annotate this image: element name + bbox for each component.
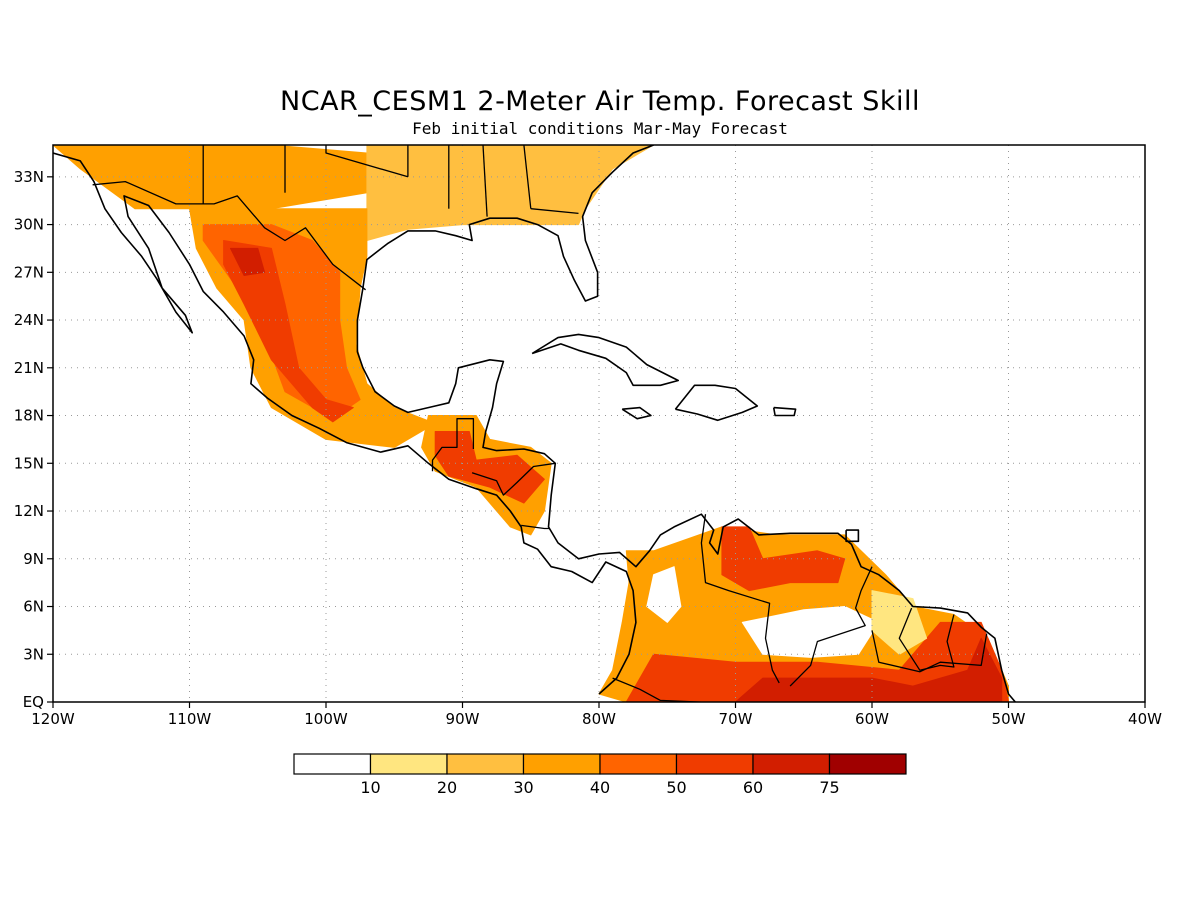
lat-tick-label: 6N <box>23 598 44 616</box>
lon-tick-label: 110W <box>168 710 212 728</box>
skill-region-venezuela-hot <box>721 526 846 592</box>
graticule <box>53 145 1145 702</box>
skill-shading-layer <box>53 145 1009 702</box>
map-title: NCAR_CESM1 2-Meter Air Temp. Forecast Sk… <box>280 86 920 117</box>
legend-label: 10 <box>360 778 380 797</box>
border-us-states-6 <box>523 145 532 209</box>
lon-tick-label: 60W <box>855 710 889 728</box>
skill-region-mexico-hot-2 <box>230 247 266 276</box>
lon-tick-label: 120W <box>31 710 75 728</box>
legend-swatch <box>369 753 448 775</box>
border-colombia-venezuela <box>700 514 780 684</box>
skill-region-white-gap-colombia <box>646 566 682 623</box>
map-subtitle: Feb initial conditions Mar-May Forecast <box>412 119 788 138</box>
lon-tick-label: 90W <box>446 710 480 728</box>
border-venezuela-guyana <box>789 566 873 687</box>
coastline-gulf-coast <box>356 145 1016 702</box>
border-nicaragua-costarica <box>521 524 550 530</box>
map-axes: 120W 110W 100W 90W 80W 70W 60W 50W 40W EQ 3N 6N 9N 12… <box>14 168 1162 728</box>
lat-tick-label: 9N <box>23 550 44 568</box>
border-us-mexico <box>92 180 366 291</box>
lon-tick-label: 70W <box>719 710 753 728</box>
skill-region-white-gap-interior <box>741 606 880 658</box>
lat-tick-label: 18N <box>14 407 44 425</box>
legend-swatch <box>828 753 907 775</box>
legend-label: 30 <box>513 778 533 797</box>
lat-tick-label: 24N <box>14 311 44 329</box>
skill-region-brazil-north-hotter <box>735 637 1003 702</box>
legend-label: 75 <box>819 778 839 797</box>
legend-label: 40 <box>590 778 610 797</box>
coastline-hispaniola <box>674 384 759 422</box>
lat-tick-label: 12N <box>14 502 44 520</box>
lat-tick-label: 27N <box>14 263 44 281</box>
lat-tick-label: 33N <box>14 168 44 186</box>
legend-swatch <box>675 753 754 775</box>
lat-tick-label: 15N <box>14 454 44 472</box>
coastline-puerto-rico <box>772 406 797 417</box>
lon-tick-label: 80W <box>582 710 616 728</box>
lat-tick-label: 30N <box>14 216 44 234</box>
lat-tick-label: 3N <box>23 645 44 663</box>
lon-tick-label: 50W <box>992 710 1026 728</box>
lat-tick-label: EQ <box>23 693 44 711</box>
skill-region-brazil-north-hot <box>625 621 1009 702</box>
coastline-north-america-west <box>53 152 637 695</box>
legend-swatch <box>599 753 678 775</box>
skill-region-southern-us-east <box>366 145 655 241</box>
legend-label: 20 <box>437 778 457 797</box>
legend-swatch <box>522 753 601 775</box>
border-honduras-nicaragua <box>471 462 556 496</box>
legend-label: 50 <box>666 778 686 797</box>
border-colombia-south <box>612 677 714 702</box>
coastline-layer <box>53 145 1016 702</box>
border-us-states-8 <box>325 145 409 178</box>
legend-swatch <box>446 753 525 775</box>
border-brazil-guiana <box>871 630 988 673</box>
coastline-jamaica <box>621 406 652 420</box>
border-guyana-suriname <box>898 607 955 671</box>
lat-tick-label: 21N <box>14 359 44 377</box>
border-us-states-7 <box>530 208 579 215</box>
color-legend: 10 20 30 40 50 60 75 <box>293 753 907 797</box>
skill-region-mexico-hot-1 <box>223 240 354 423</box>
coastline-trinidad <box>845 529 860 543</box>
border-guatemala-belize <box>431 418 475 472</box>
coastline-cuba <box>531 333 680 387</box>
legend-swatch <box>752 753 831 775</box>
lon-tick-label: 40W <box>1128 710 1162 728</box>
legend-label: 60 <box>743 778 763 797</box>
border-us-states-5 <box>482 145 488 217</box>
lon-tick-label: 100W <box>304 710 348 728</box>
legend-swatch <box>293 753 372 775</box>
